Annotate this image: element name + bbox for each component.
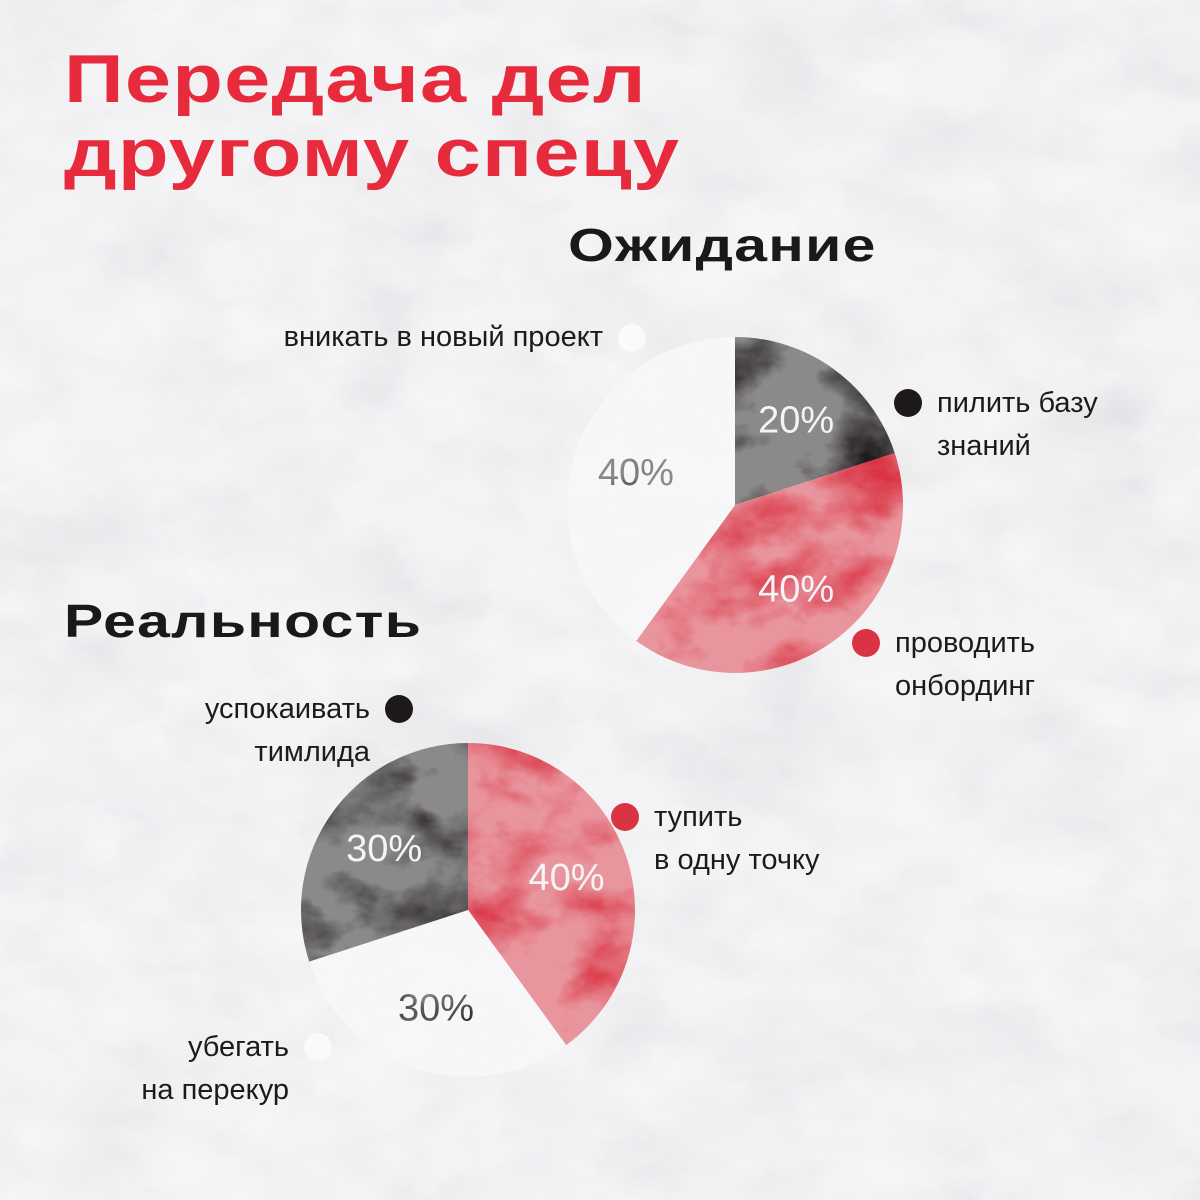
- legend-dot-black-icon: [894, 389, 922, 417]
- label-line: тимлида: [254, 736, 370, 768]
- legend-line: знаний: [937, 430, 1031, 462]
- label-run-for-smoke-break: убегать на перекур: [60, 1026, 332, 1112]
- legend-conduct-onboarding: проводить онбординг: [852, 622, 1035, 708]
- legend-text: тупить в одну точку: [654, 796, 820, 882]
- legend-line: пилить базу: [937, 387, 1098, 419]
- legend-line: тупить: [654, 801, 743, 833]
- label-calm-team-lead: успокаивать тимлида: [98, 688, 413, 774]
- legend-text: проводить онбординг: [895, 622, 1035, 708]
- legend-line: проводить: [895, 627, 1036, 659]
- page-title-line-1: Передача дел: [64, 41, 647, 117]
- label-line: на перекур: [141, 1074, 289, 1106]
- legend-dot-red-icon: [611, 803, 639, 831]
- legend-line: онбординг: [895, 670, 1036, 702]
- reality-heading: Реальность: [64, 595, 423, 647]
- label-line: вникать в новый проект: [283, 321, 603, 353]
- label-line: успокаивать: [204, 693, 370, 725]
- legend-dot-white-icon: [618, 323, 646, 352]
- label-text: успокаивать тимлида: [205, 688, 370, 774]
- legend-dot-red-icon: [852, 629, 880, 657]
- label-dive-into-new-project: вникать в новый проект: [160, 316, 646, 359]
- legend-dot-white-icon: [304, 1033, 332, 1061]
- legend-text: пилить базу знаний: [937, 382, 1098, 468]
- page-title-line-2: другому спецу: [64, 115, 681, 191]
- legend-line: в одну точку: [654, 844, 820, 876]
- label-text: вникать в новый проект: [284, 316, 603, 359]
- legend-build-knowledge-base: пилить базу знаний: [894, 382, 1098, 468]
- expectation-heading: Ожидание: [568, 219, 877, 271]
- legend-stare-blankly: тупить в одну точку: [611, 796, 820, 882]
- legend-dot-black-icon: [385, 695, 413, 723]
- page-title: Передача дел другому спецу: [64, 42, 680, 190]
- label-line: убегать: [187, 1031, 289, 1063]
- label-text: убегать на перекур: [141, 1026, 289, 1112]
